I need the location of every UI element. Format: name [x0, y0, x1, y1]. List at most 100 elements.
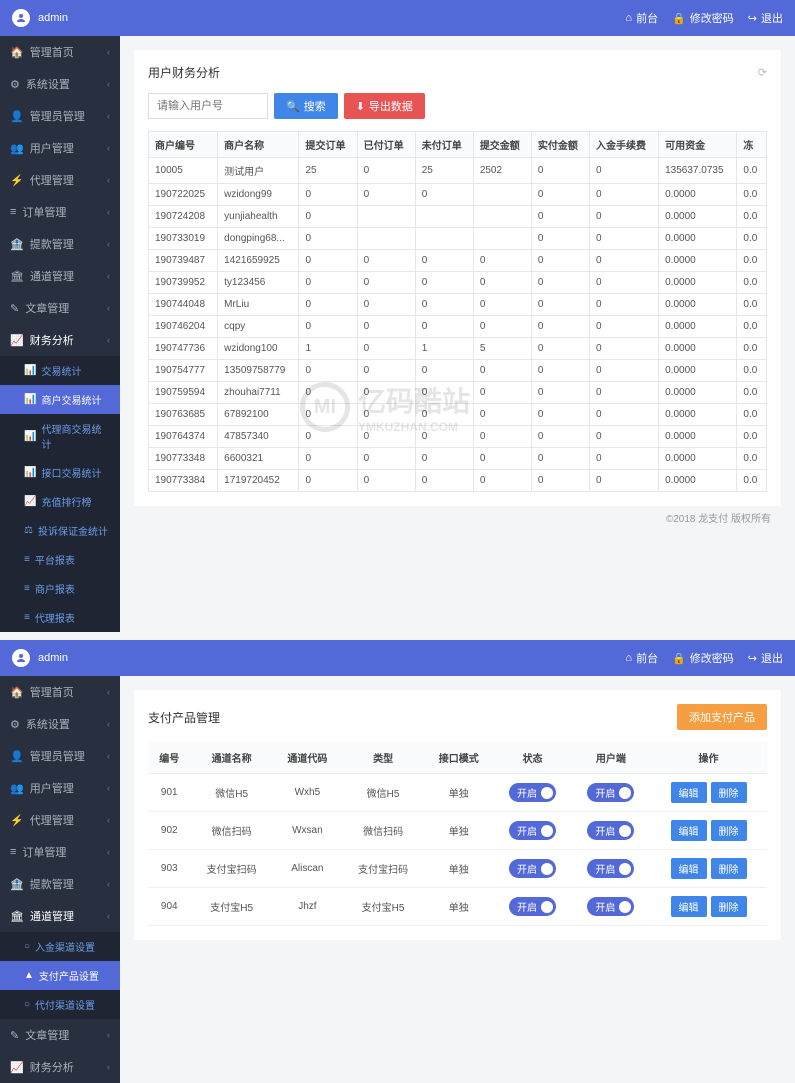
- table-row: 190764374478573400000000.00000.0: [149, 426, 767, 448]
- sub-s9[interactable]: ≡ 代理报表: [0, 603, 120, 632]
- finance-table: 商户编号商户名称提交订单已付订单未付订单提交金额实付金额入金手续费可用资金冻 1…: [148, 131, 767, 492]
- edit-button[interactable]: 编辑: [671, 896, 707, 917]
- table-row: 904支付宝H5Jhzf支付宝H5单独开启开启编辑删除: [148, 888, 767, 926]
- sidebar: 🏠 管理首页‹ ⚙ 系统设置‹ 👤 管理员管理‹ 👥 用户管理‹ ⚡ 代理管理‹…: [0, 676, 120, 1083]
- link-pwd[interactable]: 🔒 修改密码: [672, 650, 734, 666]
- panel-payproduct: admin ⌂ 前台 🔒 修改密码 ↪ 退出 🏠 管理首页‹ ⚙ 系统设置‹ 👤…: [0, 640, 795, 1083]
- link-pwd[interactable]: 🔒 修改密码: [672, 10, 734, 26]
- col-header: 入金手续费: [590, 132, 659, 158]
- nav-finance[interactable]: 📈 财务分析‹: [0, 324, 120, 356]
- nav-home[interactable]: 🏠 管理首页‹: [0, 676, 120, 708]
- table-row: 901微信H5Wxh5微信H5单独开启开启编辑删除: [148, 774, 767, 812]
- search-button[interactable]: 🔍 搜索: [274, 93, 338, 119]
- edit-button[interactable]: 编辑: [671, 820, 707, 841]
- table-row: 190746204cqpy0000000.00000.0: [149, 316, 767, 338]
- copyright: ©2018 龙支付 版权所有: [134, 506, 781, 529]
- refresh-icon[interactable]: ⟳: [758, 66, 767, 79]
- nav-agent[interactable]: ⚡ 代理管理‹: [0, 164, 120, 196]
- col-header: 未付订单: [415, 132, 473, 158]
- sub-s6[interactable]: ⚖ 投诉保证金统计: [0, 516, 120, 545]
- toggle-switch[interactable]: 开启: [509, 821, 556, 840]
- link-logout[interactable]: ↪ 退出: [748, 10, 783, 26]
- nav-article[interactable]: ✎ 文章管理‹: [0, 1019, 120, 1051]
- link-desk[interactable]: ⌂ 前台: [625, 10, 658, 26]
- nav-article[interactable]: ✎ 文章管理‹: [0, 292, 120, 324]
- sidebar: 🏠 管理首页‹ ⚙ 系统设置‹ 👤 管理员管理‹ 👥 用户管理‹ ⚡ 代理管理‹…: [0, 36, 120, 632]
- link-desk[interactable]: ⌂ 前台: [625, 650, 658, 666]
- add-button[interactable]: 添加支付产品: [677, 704, 767, 730]
- sub-c1[interactable]: ○ 入金渠道设置: [0, 932, 120, 961]
- toggle-switch[interactable]: 开启: [587, 897, 634, 916]
- col-header: 提交金额: [473, 132, 531, 158]
- toggle-switch[interactable]: 开启: [587, 859, 634, 878]
- sub-s4[interactable]: 📊 接口交易统计: [0, 458, 120, 487]
- nav-home[interactable]: 🏠 管理首页‹: [0, 36, 120, 68]
- delete-button[interactable]: 删除: [711, 896, 747, 917]
- nav-withdraw[interactable]: 🏦 提款管理‹: [0, 228, 120, 260]
- table-row: 190754777135097587790000000.00000.0: [149, 360, 767, 382]
- link-logout[interactable]: ↪ 退出: [748, 650, 783, 666]
- nav-sys[interactable]: ⚙ 系统设置‹: [0, 68, 120, 100]
- table-row: 190763685678921000000000.00000.0: [149, 404, 767, 426]
- nav-agent[interactable]: ⚡ 代理管理‹: [0, 804, 120, 836]
- nav-user[interactable]: 👥 用户管理‹: [0, 132, 120, 164]
- col-header: 用户端: [572, 742, 650, 774]
- nav-user[interactable]: 👥 用户管理‹: [0, 772, 120, 804]
- nav-admin[interactable]: 👤 管理员管理‹: [0, 740, 120, 772]
- toggle-switch[interactable]: 开启: [509, 783, 556, 802]
- col-header: 编号: [148, 742, 191, 774]
- col-header: 通道名称: [191, 742, 273, 774]
- export-button[interactable]: ⬇ 导出数据: [344, 93, 425, 119]
- table-row: 19077334866003210000000.00000.0: [149, 448, 767, 470]
- table-row: 190744048MrLiu0000000.00000.0: [149, 294, 767, 316]
- avatar-icon: [12, 649, 30, 667]
- sub-s7[interactable]: ≡ 平台报表: [0, 545, 120, 574]
- sub-s1[interactable]: 📊 交易统计: [0, 356, 120, 385]
- col-header: 商户编号: [149, 132, 218, 158]
- col-header: 已付订单: [357, 132, 415, 158]
- nav-channel[interactable]: 🏛 通道管理‹: [0, 900, 120, 932]
- nav-sys[interactable]: ⚙ 系统设置‹: [0, 708, 120, 740]
- col-header: 类型: [342, 742, 424, 774]
- sub-s5[interactable]: 📈 充值排行榜: [0, 487, 120, 516]
- page-title: 支付产品管理: [148, 709, 220, 726]
- topbar: admin ⌂ 前台 🔒 修改密码 ↪ 退出: [0, 640, 795, 676]
- sub-s8[interactable]: ≡ 商户报表: [0, 574, 120, 603]
- nav-finance[interactable]: 📈 财务分析‹: [0, 1051, 120, 1083]
- username: admin: [38, 652, 68, 664]
- edit-button[interactable]: 编辑: [671, 782, 707, 803]
- toggle-switch[interactable]: 开启: [587, 821, 634, 840]
- col-header: 提交订单: [299, 132, 357, 158]
- username: admin: [38, 12, 68, 24]
- table-row: 190739952ty1234560000000.00000.0: [149, 272, 767, 294]
- nav-admin[interactable]: 👤 管理员管理‹: [0, 100, 120, 132]
- delete-button[interactable]: 删除: [711, 820, 747, 841]
- nav-withdraw[interactable]: 🏦 提款管理‹: [0, 868, 120, 900]
- delete-button[interactable]: 删除: [711, 782, 747, 803]
- toggle-switch[interactable]: 开启: [509, 897, 556, 916]
- search-input[interactable]: [148, 93, 268, 119]
- submenu-channel: ○ 入金渠道设置 ▲ 支付产品设置 ○ 代付渠道设置: [0, 932, 120, 1019]
- nav-order[interactable]: ≡ 订单管理‹: [0, 836, 120, 868]
- toggle-switch[interactable]: 开启: [509, 859, 556, 878]
- delete-button[interactable]: 删除: [711, 858, 747, 879]
- col-header: 操作: [650, 742, 767, 774]
- nav-channel[interactable]: 🏛 通道管理‹: [0, 260, 120, 292]
- col-header: 通道代码: [273, 742, 342, 774]
- edit-button[interactable]: 编辑: [671, 858, 707, 879]
- sub-s2[interactable]: 📊 商户交易统计: [0, 385, 120, 414]
- table-row: 10005测试用户25025250200135637.07350.0: [149, 158, 767, 184]
- table-row: 190733019dongping68...0000.00000.0: [149, 228, 767, 250]
- avatar-icon: [12, 9, 30, 27]
- col-header: 状态: [493, 742, 571, 774]
- table-row: 190724208yunjiahealth0000.00000.0: [149, 206, 767, 228]
- toggle-switch[interactable]: 开启: [587, 783, 634, 802]
- sub-c3[interactable]: ○ 代付渠道设置: [0, 990, 120, 1019]
- sub-c2[interactable]: ▲ 支付产品设置: [0, 961, 120, 990]
- table-row: 190722025wzidong99000000.00000.0: [149, 184, 767, 206]
- col-header: 接口模式: [424, 742, 493, 774]
- col-header: 实付金额: [531, 132, 589, 158]
- nav-order[interactable]: ≡ 订单管理‹: [0, 196, 120, 228]
- page-title: 用户财务分析: [148, 64, 220, 81]
- sub-s3[interactable]: 📊 代理商交易统计: [0, 414, 120, 458]
